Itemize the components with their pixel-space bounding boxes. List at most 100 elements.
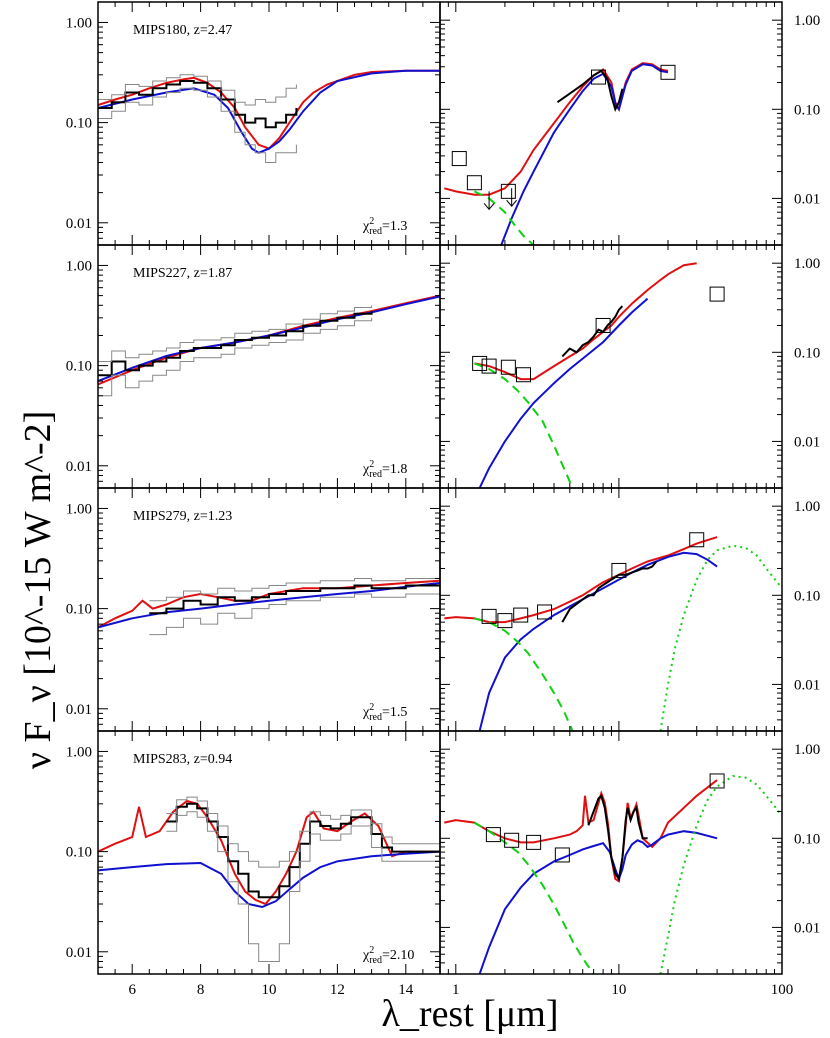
panel-irs-row1: 1.00 0.10 0.01 MIPS227, z=1.87 χ2 red=1.8 xyxy=(66,244,441,489)
plot-area xyxy=(98,796,440,962)
y-tick-label: 0.01 xyxy=(794,434,820,450)
panel-frame xyxy=(97,487,441,732)
y-tick-label: 1.00 xyxy=(794,13,820,29)
photometry-point xyxy=(513,607,529,623)
photometry-point xyxy=(660,64,676,80)
source-label: MIPS283, z=0.94 xyxy=(133,752,232,767)
series-continuum xyxy=(98,295,440,383)
x-tick-label: 10 xyxy=(611,982,626,998)
series-spectrum xyxy=(98,80,298,129)
chi2-label: χ2 red=1.3 xyxy=(362,216,407,237)
photometry-point xyxy=(611,562,627,578)
y-tick-label: 1.00 xyxy=(794,499,820,515)
panel-frame xyxy=(97,1,441,246)
chi2-label: χ2 red=2.10 xyxy=(362,945,414,966)
source-label: MIPS180, z=2.47 xyxy=(133,23,232,38)
photometry-point xyxy=(526,834,542,850)
y-tick-label: 0.10 xyxy=(66,602,92,618)
y-tick-label: 0.01 xyxy=(794,191,820,207)
series-error_upper xyxy=(166,796,440,868)
series-model xyxy=(98,799,440,906)
series-model xyxy=(98,69,440,150)
photometry-point xyxy=(500,183,516,199)
series-spectrum xyxy=(561,305,624,358)
y-tick-label: 1.00 xyxy=(794,742,820,758)
plot-area xyxy=(444,773,782,974)
photometry-point xyxy=(481,608,497,624)
series-error_upper xyxy=(149,578,440,602)
y-tick-label: 0.01 xyxy=(66,216,92,232)
photometry-point xyxy=(515,367,531,383)
series-error_lower xyxy=(149,593,440,636)
series-continuum xyxy=(478,551,718,731)
y-tick-label: 0.10 xyxy=(794,588,820,604)
panel-frame xyxy=(439,1,783,246)
photometry-point xyxy=(472,355,488,371)
series-cold_dust xyxy=(659,774,782,974)
x-tick-label: 14 xyxy=(398,982,414,998)
series-spectrum xyxy=(587,793,648,882)
panel-sed-row3: 1.00 0.10 0.01 1 10 100 xyxy=(439,730,820,998)
photometry-point xyxy=(497,613,513,629)
chi2-label: χ2 red=1.8 xyxy=(362,459,407,480)
series-cold_dust xyxy=(659,544,782,731)
x-tick-label: 8 xyxy=(197,982,205,998)
photometry-point xyxy=(451,151,467,167)
series-spectrum xyxy=(98,311,373,377)
x-tick-label: 6 xyxy=(128,982,136,998)
photometry-point xyxy=(689,532,705,548)
series-continuum xyxy=(98,69,440,154)
series-stellar xyxy=(474,362,574,488)
y-tick-label: 0.01 xyxy=(66,945,92,961)
panel-sed-row2: 1.00 0.10 0.01 xyxy=(439,487,820,732)
series-continuum xyxy=(478,830,718,974)
series-continuum xyxy=(98,850,440,909)
y-tick-label: 0.10 xyxy=(794,345,820,361)
x-tick-label: 10 xyxy=(262,982,277,998)
series-spectrum xyxy=(561,560,658,623)
source-label: MIPS279, z=1.23 xyxy=(133,509,232,524)
panel-irs-row0: 1.00 0.10 0.01 MIPS180, z=2.47 χ2 red=1.3 xyxy=(66,1,441,246)
series-spectrum xyxy=(556,69,624,112)
x-tick-label: 12 xyxy=(330,982,345,998)
series-stellar xyxy=(473,190,535,245)
series-error_lower xyxy=(98,87,297,163)
series-error_upper xyxy=(98,305,373,362)
plot-area xyxy=(472,262,725,488)
series-spectrum xyxy=(149,584,440,615)
photometry-point xyxy=(709,773,725,789)
series-model xyxy=(444,779,718,883)
y-tick-label: 1.00 xyxy=(66,501,92,517)
y-tick-label: 0.10 xyxy=(66,116,92,132)
y-tick-label: 0.10 xyxy=(66,359,92,375)
photometry-point xyxy=(481,358,497,374)
x-axis-label: λ_rest [μm] xyxy=(381,993,558,1035)
series-continuum xyxy=(500,63,669,245)
photometry-point xyxy=(504,832,520,848)
photometry-point xyxy=(485,827,501,843)
y-tick-label: 1.00 xyxy=(66,15,92,31)
panel-sed-row1: 1.00 0.10 0.01 xyxy=(439,244,820,489)
series-stellar xyxy=(474,617,574,731)
y-tick-label: 1.00 xyxy=(66,744,92,760)
photometry-point xyxy=(595,317,611,333)
x-tick-label: 1 xyxy=(452,982,460,998)
panel-sed-row0: 1.00 0.10 0.01 xyxy=(439,1,820,246)
series-continuum xyxy=(478,297,649,488)
series-stellar xyxy=(473,821,595,974)
photometry-point xyxy=(709,286,725,302)
y-axis-label: ν F_ν [10^-15 W m^-2] xyxy=(17,411,59,770)
plot-area xyxy=(444,62,676,245)
photometry-point xyxy=(537,604,553,620)
upper-limit-arrow xyxy=(483,191,495,211)
photometry-point xyxy=(554,847,570,863)
y-tick-label: 0.01 xyxy=(66,702,92,718)
y-tick-label: 0.10 xyxy=(66,845,92,861)
upper-limit-arrow xyxy=(506,188,518,208)
panel-irs-row3: 1.00 0.10 0.01 6 8 10 12 14 MIPS283, z=0.94 χ2 red… xyxy=(66,730,441,998)
series-error_lower xyxy=(98,317,373,397)
photometry-point xyxy=(591,69,607,85)
y-tick-label: 1.00 xyxy=(66,258,92,274)
